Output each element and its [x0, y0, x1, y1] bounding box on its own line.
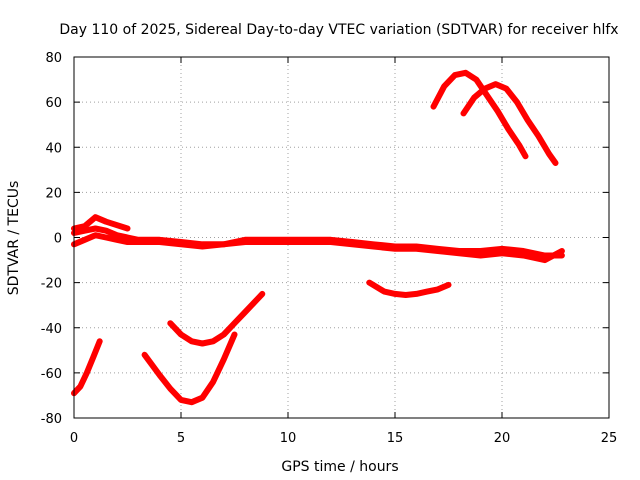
chart-title: Day 110 of 2025, Sidereal Day-to-day VTE… [59, 22, 618, 38]
series-arc-early [71, 338, 103, 397]
x-axis-label: GPS time / hours [281, 459, 398, 475]
series-arc-high-2 [460, 81, 559, 166]
x-tick-label: 20 [494, 431, 511, 446]
y-axis-label: SDTVAR / TECUs [6, 181, 22, 296]
x-tick-label: 25 [601, 431, 618, 446]
y-tick-label: -60 [41, 367, 62, 382]
series-arc-u-shallow [167, 290, 266, 347]
y-tick-label: 0 [54, 232, 62, 247]
y-tick-label: 80 [45, 51, 62, 66]
series-group [71, 69, 565, 406]
x-tick-label: 0 [70, 431, 78, 446]
series-baseline-b [71, 232, 565, 264]
series-arc-high-1 [430, 69, 529, 160]
y-tick-label: -80 [41, 412, 62, 427]
y-tick-label: 40 [45, 141, 62, 156]
series-arc-u-deep [141, 331, 238, 406]
axis-ticks: 0 5 10 15 20 25 -80 -60 -40 -20 0 20 40 60 80 [41, 51, 618, 446]
y-tick-label: -20 [41, 277, 62, 292]
series-baseline-c [71, 214, 131, 232]
x-tick-label: 10 [280, 431, 297, 446]
x-tick-label: 15 [387, 431, 404, 446]
x-tick-label: 5 [177, 431, 185, 446]
y-tick-label: -40 [41, 322, 62, 337]
y-tick-label: 20 [45, 186, 62, 201]
y-tick-label: 60 [45, 96, 62, 111]
series-arc-mid [366, 279, 452, 298]
